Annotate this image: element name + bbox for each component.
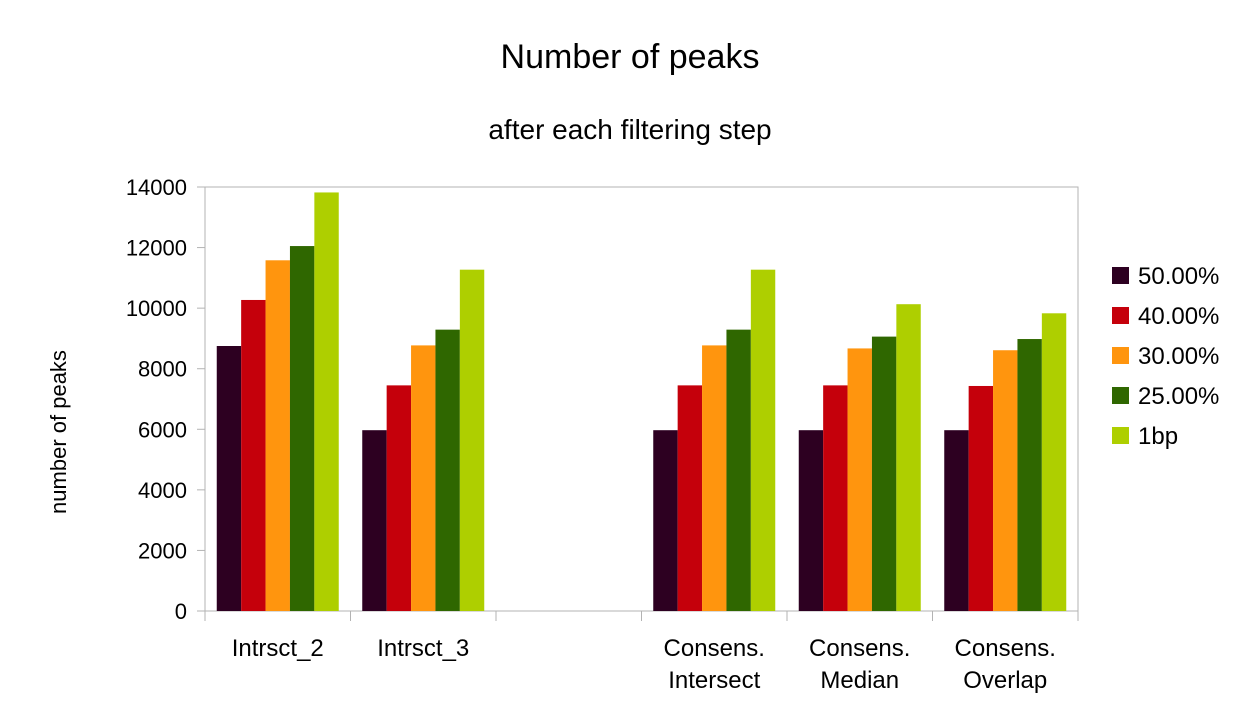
x-axis: Intrsct_2 Intrsct_3 Consens. Intersect Conse…	[204, 611, 1079, 694]
y-tick-label: 0	[175, 599, 187, 624]
bar	[265, 260, 290, 611]
bar	[798, 430, 824, 611]
bar	[871, 336, 897, 611]
y-tick-label: 8000	[138, 357, 187, 382]
bar	[411, 345, 436, 611]
bar	[216, 346, 242, 611]
legend-label: 1bp	[1138, 423, 1178, 450]
bar	[823, 385, 848, 611]
bar	[362, 430, 387, 611]
bar	[459, 269, 485, 611]
x-category-label: Intrsct_3	[377, 635, 469, 662]
bar	[1017, 339, 1042, 611]
legend-label: 40.00%	[1138, 303, 1219, 330]
bar	[314, 192, 339, 612]
chart-subtitle: after each filtering step	[488, 114, 771, 145]
bar	[993, 350, 1018, 611]
bar	[1041, 313, 1067, 611]
legend-label: 25.00%	[1138, 383, 1219, 410]
y-tick-label: 12000	[126, 236, 187, 261]
y-tick-label: 10000	[126, 296, 187, 321]
x-category-label: Consens.	[955, 635, 1056, 662]
bar	[653, 430, 678, 611]
legend-swatch	[1112, 307, 1129, 324]
y-tick-label: 2000	[138, 538, 187, 563]
legend-swatch	[1112, 347, 1129, 364]
bar	[896, 304, 921, 611]
legend-label: 30.00%	[1138, 343, 1219, 370]
y-tick-label: 14000	[126, 175, 187, 200]
bar	[241, 299, 266, 611]
legend-label: 50.00%	[1138, 263, 1219, 290]
y-tick-label: 4000	[138, 478, 187, 503]
x-category-label: Intrsct_2	[232, 635, 324, 662]
x-category-label: Overlap	[963, 667, 1047, 694]
bar	[968, 385, 994, 611]
legend-swatch	[1112, 267, 1129, 284]
y-axis-label: number of peaks	[46, 350, 71, 514]
legend-swatch	[1112, 427, 1129, 444]
bar	[289, 246, 315, 612]
bar	[702, 345, 727, 611]
x-category-label: Consens.	[809, 635, 910, 662]
bar	[435, 329, 460, 611]
bar	[386, 385, 412, 611]
y-tick-label: 6000	[138, 417, 187, 442]
chart-title: Number of peaks	[501, 38, 760, 76]
x-category-label: Median	[820, 667, 899, 694]
x-category-label: Consens.	[664, 635, 765, 662]
bar	[847, 348, 872, 611]
bar	[944, 430, 969, 611]
x-category-label: Intersect	[668, 667, 760, 694]
legend: 50.00% 40.00% 30.00% 25.00% 1bp	[1112, 263, 1219, 450]
bar	[726, 329, 751, 611]
bar	[750, 269, 776, 611]
legend-swatch	[1112, 387, 1129, 404]
bars	[216, 192, 1067, 612]
bar	[677, 385, 703, 611]
y-axis-ticks: 0 2000 4000 6000 8000 10000 12000 14000	[126, 175, 205, 624]
